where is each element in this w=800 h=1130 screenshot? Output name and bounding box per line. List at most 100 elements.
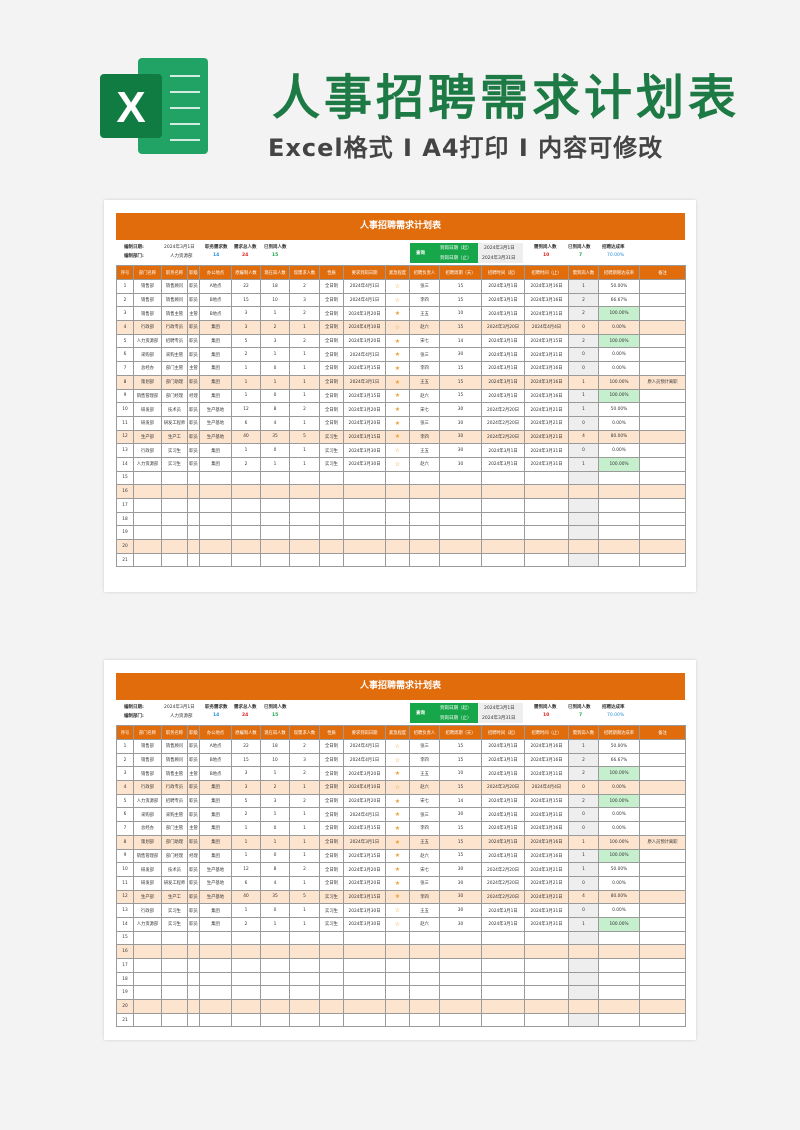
table-cell[interactable] xyxy=(568,958,599,973)
table-cell[interactable]: 4 xyxy=(260,875,290,891)
table-cell[interactable] xyxy=(524,985,569,1001)
table-cell[interactable]: 原人员预计离职 xyxy=(639,374,686,390)
table-cell[interactable]: 2024年3月1日 xyxy=(481,347,525,363)
column-header[interactable]: 招聘周期（天） xyxy=(439,265,482,280)
table-cell[interactable]: 0 xyxy=(568,875,599,891)
table-cell[interactable] xyxy=(524,1012,569,1028)
table-cell[interactable]: 1 xyxy=(568,279,599,294)
table-cell[interactable] xyxy=(481,539,525,554)
table-cell[interactable]: 销售部 xyxy=(133,279,162,294)
table-cell[interactable] xyxy=(133,999,162,1014)
table-cell[interactable]: 2024年2月20日 xyxy=(481,862,525,877)
table-cell[interactable]: 主管 xyxy=(187,821,200,836)
table-cell[interactable]: B地点 xyxy=(199,306,232,322)
table-cell[interactable]: 赵六 xyxy=(409,320,440,335)
table-cell[interactable] xyxy=(231,525,261,541)
table-cell[interactable]: 0 xyxy=(568,807,599,823)
table-cell[interactable] xyxy=(231,999,261,1014)
table-cell[interactable] xyxy=(481,525,525,541)
table-cell[interactable]: 2024年3月21日 xyxy=(524,875,569,891)
table-cell[interactable]: 人力资源部 xyxy=(133,916,162,932)
table-cell[interactable]: 0 xyxy=(260,821,290,836)
table-cell[interactable]: 2024年2月20日 xyxy=(481,875,525,891)
table-cell[interactable] xyxy=(161,484,188,499)
table-cell[interactable] xyxy=(161,985,188,1001)
table-cell[interactable] xyxy=(639,793,686,809)
table-cell[interactable] xyxy=(439,511,482,527)
table-cell[interactable] xyxy=(199,985,232,1001)
table-cell[interactable]: 10 xyxy=(439,306,482,322)
to-value[interactable]: 2024年3月31日 xyxy=(482,716,516,721)
table-cell[interactable] xyxy=(343,552,386,568)
column-header[interactable]: 招聘时间（止） xyxy=(524,725,569,740)
table-cell[interactable] xyxy=(639,443,686,458)
table-cell[interactable]: 2 xyxy=(289,862,320,877)
table-cell[interactable]: 2024年3月1日 xyxy=(481,752,525,768)
table-cell[interactable]: 全日制 xyxy=(319,862,344,877)
table-cell[interactable] xyxy=(598,470,640,486)
table-cell[interactable]: 2 xyxy=(289,333,320,349)
table-cell[interactable] xyxy=(187,985,200,1001)
table-cell[interactable]: 全日制 xyxy=(319,821,344,836)
table-cell[interactable]: 15 xyxy=(439,848,482,864)
table-cell[interactable] xyxy=(568,498,599,513)
table-cell[interactable] xyxy=(409,985,440,1001)
table-cell[interactable]: 0 xyxy=(568,361,599,376)
table-cell[interactable] xyxy=(639,361,686,376)
table-cell[interactable]: 7 xyxy=(116,821,134,836)
table-cell[interactable]: 实习生 xyxy=(319,889,344,905)
table-cell[interactable]: 职员 xyxy=(187,793,200,809)
table-cell[interactable] xyxy=(187,1012,200,1028)
table-cell[interactable] xyxy=(260,470,290,486)
urgency-star-icon[interactable]: ☆ xyxy=(385,456,410,472)
table-cell[interactable]: 2024年3月21日 xyxy=(524,402,569,417)
table-cell[interactable]: 15 xyxy=(439,279,482,294)
table-cell[interactable]: 2 xyxy=(568,333,599,349)
table-cell[interactable]: 15 xyxy=(439,780,482,795)
table-cell[interactable]: 5 xyxy=(289,429,320,445)
table-cell[interactable]: 11 xyxy=(116,415,134,431)
table-cell[interactable] xyxy=(231,552,261,568)
table-cell[interactable]: 1 xyxy=(231,903,261,918)
table-cell[interactable]: 11 xyxy=(116,875,134,891)
column-header[interactable]: 招聘负责人 xyxy=(409,265,440,280)
table-cell[interactable] xyxy=(409,958,440,973)
table-cell[interactable] xyxy=(161,999,188,1014)
table-cell[interactable] xyxy=(524,958,569,973)
table-cell[interactable]: 2024年3月1日 xyxy=(343,834,386,850)
table-cell[interactable]: 全日制 xyxy=(319,388,344,404)
table-cell[interactable]: 0 xyxy=(260,903,290,918)
table-cell[interactable]: 35 xyxy=(260,429,290,445)
table-cell[interactable]: 2024年4月1日 xyxy=(343,739,386,754)
table-cell[interactable]: 2024年3月1日 xyxy=(481,916,525,932)
table-cell[interactable]: 2 xyxy=(568,752,599,768)
table-cell[interactable]: 2024年3月20日 xyxy=(343,875,386,891)
table-cell[interactable]: 生产工 xyxy=(161,429,188,445)
table-cell[interactable] xyxy=(199,944,232,959)
table-cell[interactable] xyxy=(639,306,686,322)
table-cell[interactable] xyxy=(161,511,188,527)
table-cell[interactable]: 15 xyxy=(439,361,482,376)
table-cell[interactable] xyxy=(481,484,525,499)
table-cell[interactable] xyxy=(639,333,686,349)
table-cell[interactable] xyxy=(187,525,200,541)
table-cell[interactable]: 2024年4月1日 xyxy=(343,347,386,363)
table-cell[interactable]: 王五 xyxy=(409,834,440,850)
table-cell[interactable] xyxy=(409,511,440,527)
dept-value[interactable]: 人力资源部 xyxy=(170,254,193,259)
table-cell[interactable]: 100.00% xyxy=(598,306,640,322)
table-cell[interactable] xyxy=(639,484,686,499)
table-cell[interactable] xyxy=(439,958,482,973)
table-cell[interactable]: 30 xyxy=(439,456,482,472)
table-cell[interactable]: 0 xyxy=(568,903,599,918)
table-cell[interactable] xyxy=(199,511,232,527)
table-cell[interactable]: 2024年4月4日 xyxy=(524,320,569,335)
column-header[interactable]: 现需求人数 xyxy=(289,265,320,280)
table-cell[interactable]: 部门助理 xyxy=(161,834,188,850)
table-cell[interactable]: 主管 xyxy=(187,306,200,322)
table-cell[interactable]: 2 xyxy=(568,793,599,809)
table-cell[interactable]: 全日制 xyxy=(319,752,344,768)
table-cell[interactable]: 2024年3月30日 xyxy=(343,903,386,918)
table-cell[interactable]: 0.00% xyxy=(598,780,640,795)
table-cell[interactable] xyxy=(409,552,440,568)
